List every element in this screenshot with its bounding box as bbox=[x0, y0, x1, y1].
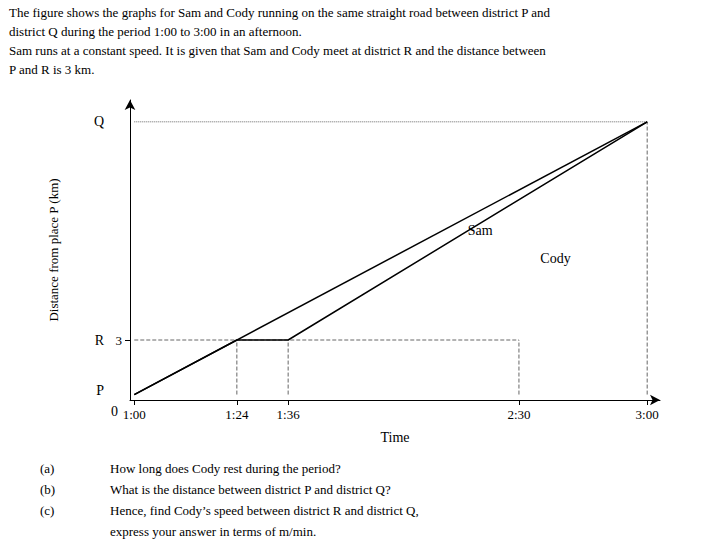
svg-text:Cody: Cody bbox=[540, 251, 570, 266]
svg-text:Time: Time bbox=[380, 430, 409, 445]
svg-text:(b): (b) bbox=[40, 482, 55, 497]
svg-text:What is the distance between d: What is the distance between district P … bbox=[110, 482, 391, 497]
svg-text:P and R is 3 km.: P and R is 3 km. bbox=[9, 62, 94, 77]
svg-text:Sam runs at a constant speed.: Sam runs at a constant speed. It is give… bbox=[9, 43, 546, 58]
svg-text:express your answer in terms o: express your answer in terms of m/min. bbox=[110, 524, 316, 539]
svg-text:Sam: Sam bbox=[468, 223, 493, 238]
svg-text:1:24: 1:24 bbox=[225, 407, 249, 422]
svg-text:district Q during the period 1: district Q during the period 1:00 to 3:0… bbox=[9, 24, 302, 39]
svg-text:1:36: 1:36 bbox=[277, 407, 301, 422]
svg-text:1:00: 1:00 bbox=[123, 407, 146, 422]
svg-text:How long does Cody rest during: How long does Cody rest during the perio… bbox=[110, 461, 341, 476]
svg-text:P: P bbox=[96, 383, 104, 398]
svg-text:R: R bbox=[95, 333, 105, 348]
svg-text:The figure shows the graphs fo: The figure shows the graphs for Sam and … bbox=[9, 5, 551, 20]
svg-text:(c): (c) bbox=[40, 503, 54, 518]
svg-text:3:00: 3:00 bbox=[636, 407, 659, 422]
svg-text:Hence, find Cody’s speed betwe: Hence, find Cody’s speed between distric… bbox=[110, 503, 419, 518]
svg-text:2:30: 2:30 bbox=[507, 407, 530, 422]
svg-text:Q: Q bbox=[94, 114, 104, 129]
svg-text:0: 0 bbox=[111, 404, 118, 419]
svg-text:Distance from place P (km): Distance from place P (km) bbox=[46, 178, 61, 321]
svg-text:3: 3 bbox=[116, 333, 123, 348]
svg-text:(a): (a) bbox=[40, 461, 54, 476]
